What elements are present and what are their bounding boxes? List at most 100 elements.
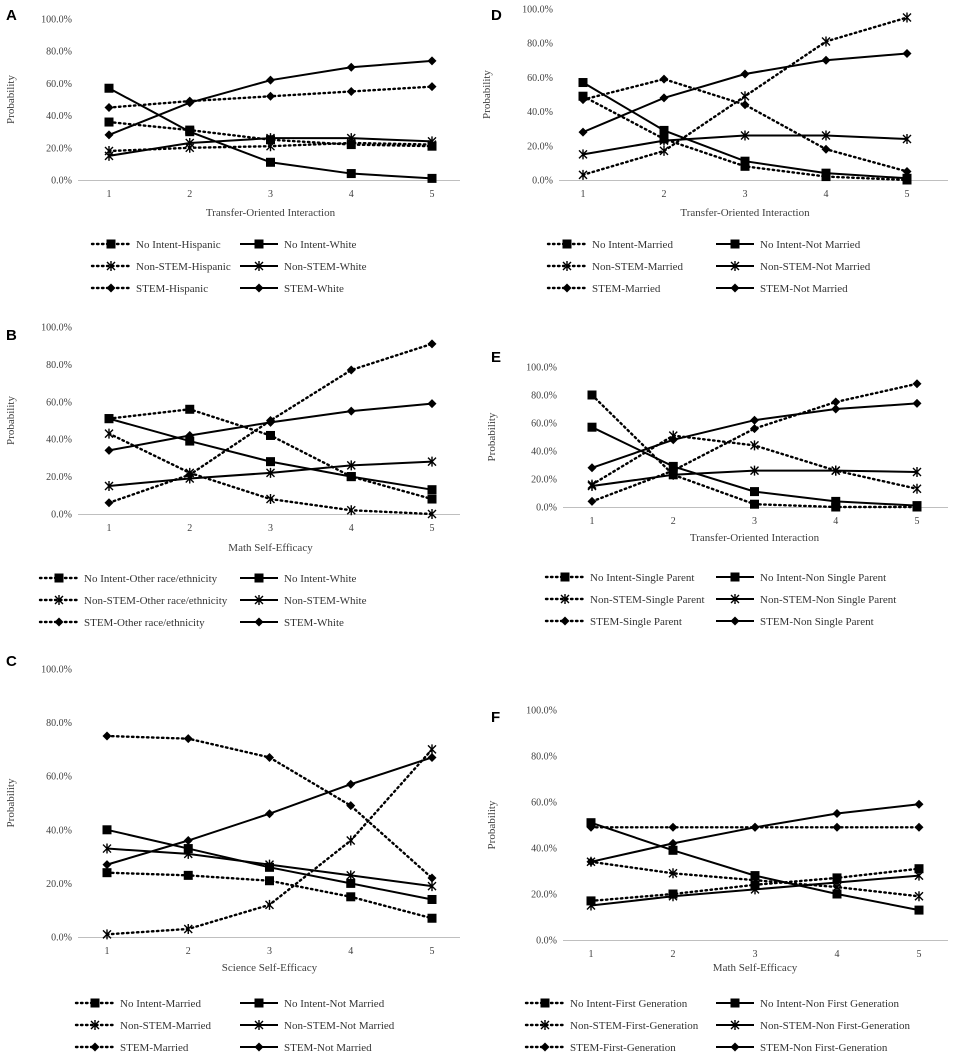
series-non-stem-non-first-generation <box>586 870 924 911</box>
series-non-stem-white <box>104 133 437 161</box>
legend-marker <box>562 239 572 249</box>
y-tick-label: 20.0% <box>527 141 553 152</box>
x-tick-label: 3 <box>268 189 273 200</box>
x-axis-label: Transfer-Oriented Interaction <box>680 207 810 219</box>
x-tick-labels: 1 2 3 4 5 <box>590 516 920 527</box>
x-tick-label: 1 <box>107 523 112 534</box>
y-axis-label: Probability <box>5 396 17 445</box>
data-point <box>185 470 195 480</box>
legend-item: Non-STEM-Other race/ethnicity <box>38 595 228 607</box>
panel-letter: D <box>491 7 502 24</box>
x-tick-label: 5 <box>905 189 910 200</box>
data-point <box>750 487 759 497</box>
data-point <box>902 133 912 144</box>
legend: No Intent-First Generation No Intent-Non … <box>524 998 911 1054</box>
legend-label: STEM-White <box>284 283 344 295</box>
data-point <box>266 133 275 144</box>
legend-marker <box>730 572 740 582</box>
data-point <box>104 445 114 455</box>
legend-item: No Intent-First Generation <box>524 998 688 1010</box>
series-stem-white <box>104 399 437 455</box>
legend-marker <box>90 998 100 1008</box>
data-point <box>821 130 831 141</box>
x-tick-label: 1 <box>105 946 110 957</box>
legend-marker <box>106 239 116 249</box>
y-tick-label: 40.0% <box>46 435 72 446</box>
legend-marker <box>730 1020 740 1030</box>
data-point <box>265 899 274 910</box>
y-tick-label: 60.0% <box>531 798 557 809</box>
data-point <box>578 169 588 180</box>
data-point <box>185 98 195 108</box>
legend-label: STEM-Married <box>592 283 661 295</box>
data-point <box>668 466 678 476</box>
data-point <box>668 435 678 445</box>
data-point <box>578 78 588 88</box>
x-tick-label: 3 <box>752 516 757 527</box>
y-tick-labels: 0.0% 20.0% 40.0% 60.0% 80.0% 100.0% <box>41 15 72 187</box>
x-axis-label: Transfer-Oriented Interaction <box>206 207 336 219</box>
panel-letter: A <box>6 7 17 24</box>
data-point <box>912 398 922 408</box>
data-point <box>346 505 356 516</box>
data-point <box>266 494 275 505</box>
data-point <box>265 809 274 819</box>
y-tick-label: 0.0% <box>51 510 72 521</box>
y-tick-label: 100.0% <box>41 15 72 26</box>
x-tick-labels: 1 2 3 4 5 <box>105 946 435 957</box>
data-point <box>902 173 912 183</box>
y-tick-label: 60.0% <box>531 419 557 430</box>
data-point <box>183 836 193 846</box>
legend-label: No Intent-Other race/ethnicity <box>84 573 218 585</box>
data-point <box>427 494 437 504</box>
data-point <box>832 822 842 832</box>
x-tick-label: 4 <box>349 523 354 534</box>
x-tick-label: 2 <box>187 523 192 534</box>
series-non-stem-not-married <box>102 843 437 892</box>
legend-label: No Intent-White <box>284 573 357 585</box>
legend-item: No Intent-Hispanic <box>90 239 221 251</box>
data-point <box>831 465 841 476</box>
data-point <box>587 390 597 400</box>
data-point <box>427 485 437 495</box>
data-point <box>587 496 597 506</box>
data-point <box>185 404 195 414</box>
legend-item: No Intent-White <box>240 573 357 585</box>
y-tick-label: 40.0% <box>531 844 557 855</box>
legend-marker <box>540 998 550 1008</box>
data-point <box>346 878 356 888</box>
legend-marker <box>730 594 740 604</box>
data-point <box>183 870 193 880</box>
data-point <box>183 848 193 859</box>
legend-item: Non-STEM-Not Married <box>716 261 871 273</box>
x-tick-label: 5 <box>915 516 920 527</box>
data-point <box>104 117 114 127</box>
legend-item: Non-STEM-Married <box>546 261 684 273</box>
x-tick-label: 4 <box>833 516 838 527</box>
legend-marker <box>730 1042 740 1052</box>
legend-marker <box>730 283 740 293</box>
legend-label: Non-STEM-Married <box>120 1020 212 1032</box>
legend-marker <box>106 283 116 293</box>
panel-c: C 0.0% 20.0% 40.0% 60.0% 80.0% 100.0% 1 2 3 4 5 Scie… <box>5 653 460 1054</box>
data-point <box>750 424 759 434</box>
data-point <box>104 428 114 439</box>
data-point <box>659 135 669 146</box>
data-point <box>586 822 596 832</box>
legend-marker <box>730 239 740 249</box>
y-tick-label: 0.0% <box>536 936 557 947</box>
legend-label: Non-STEM-Non First-Generation <box>760 1020 911 1032</box>
series-line <box>590 803 920 863</box>
data-point <box>821 55 831 65</box>
data-point <box>266 417 275 427</box>
data-point <box>914 891 924 902</box>
y-tick-label: 20.0% <box>46 472 72 483</box>
legend-marker <box>560 594 570 604</box>
legend-item: Non-STEM-Not Married <box>240 1020 395 1032</box>
data-point <box>914 905 924 915</box>
series-line <box>581 77 909 173</box>
data-point <box>346 801 356 811</box>
series-stem-non-single-parent <box>587 398 922 473</box>
x-tick-labels: 1 2 3 4 5 <box>107 523 435 534</box>
legend-marker <box>562 261 572 271</box>
